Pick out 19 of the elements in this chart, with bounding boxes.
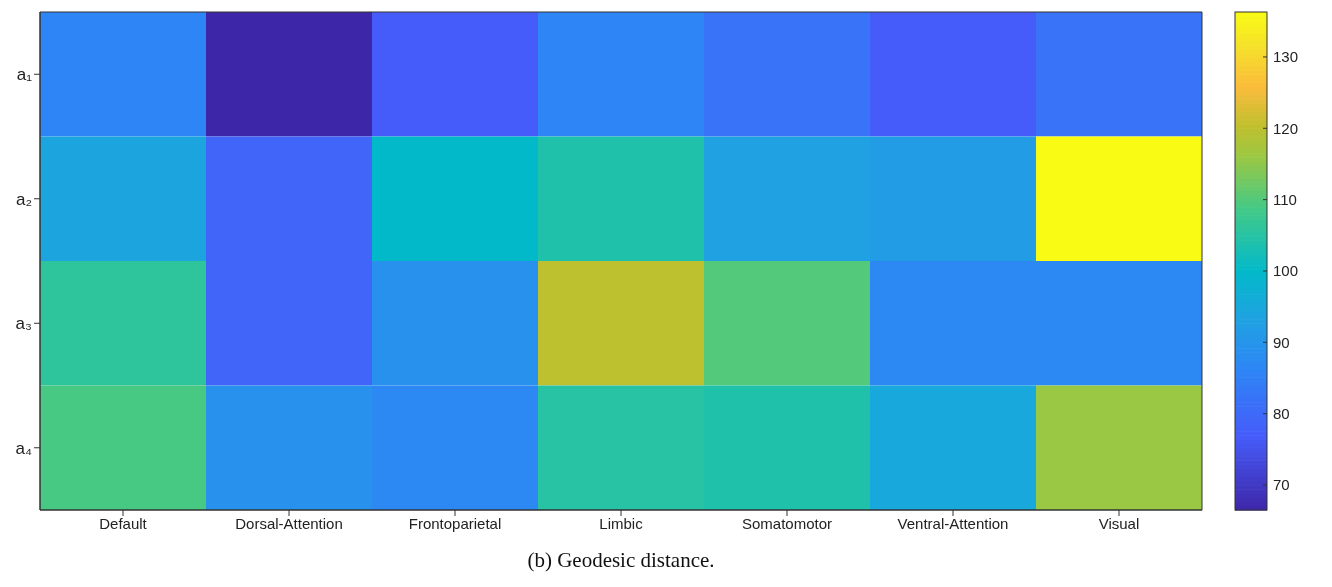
x-tick-label: Default [99, 514, 148, 532]
color-bar-label: 90 [1273, 333, 1290, 351]
color-bar-label: 100 [1273, 262, 1299, 280]
text: (b) Geodesic distance. [526, 548, 716, 573]
y-tick-label: a₄ [15, 438, 33, 458]
color-bar-label: 130 [1273, 48, 1299, 66]
color-bar-label: 120 [1273, 119, 1299, 137]
x-tick-label: Visual [1098, 514, 1140, 532]
y-tick-label: a₂ [15, 189, 32, 209]
x-tick-label: Frontoparietal [408, 514, 502, 532]
y-tick-label: a₁ [16, 65, 33, 85]
color-bar-label: 70 [1273, 476, 1290, 494]
x-tick-label: Somatomotor [741, 514, 833, 532]
x-tick-label: Dorsal-Attention [235, 514, 343, 532]
color-bar-label: 80 [1273, 404, 1290, 422]
x-tick-label: Limbic [599, 514, 644, 532]
y-tick-label: a₃ [15, 314, 32, 334]
x-tick-label: Ventral-Attention [897, 514, 1009, 532]
color-bar-label: 110 [1273, 190, 1297, 208]
